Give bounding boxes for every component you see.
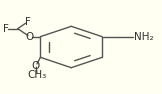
Text: F: F xyxy=(3,24,9,34)
Text: O: O xyxy=(26,32,34,42)
Text: NH₂: NH₂ xyxy=(134,32,153,42)
Text: O: O xyxy=(31,61,40,71)
Text: F: F xyxy=(24,17,30,27)
Text: CH₃: CH₃ xyxy=(28,70,47,80)
